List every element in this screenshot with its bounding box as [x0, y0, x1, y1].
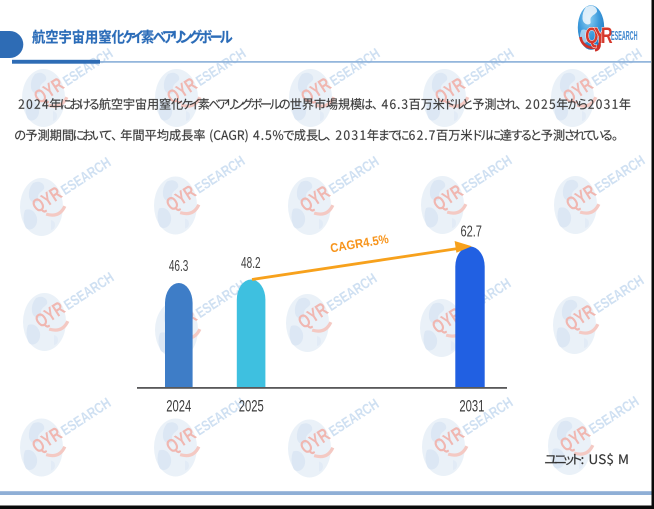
svg-text:2024: 2024 [166, 398, 191, 416]
svg-text:Y: Y [594, 23, 607, 48]
svg-text:2025: 2025 [239, 398, 264, 416]
svg-text:48.2: 48.2 [241, 255, 261, 272]
svg-text:R: R [601, 23, 613, 48]
svg-text:46.3: 46.3 [169, 258, 189, 275]
svg-text:2031: 2031 [459, 398, 484, 416]
svg-text:Q: Q [585, 23, 598, 48]
svg-text:62.7: 62.7 [460, 224, 482, 241]
svg-text:ESEARCH: ESEARCH [611, 29, 638, 43]
